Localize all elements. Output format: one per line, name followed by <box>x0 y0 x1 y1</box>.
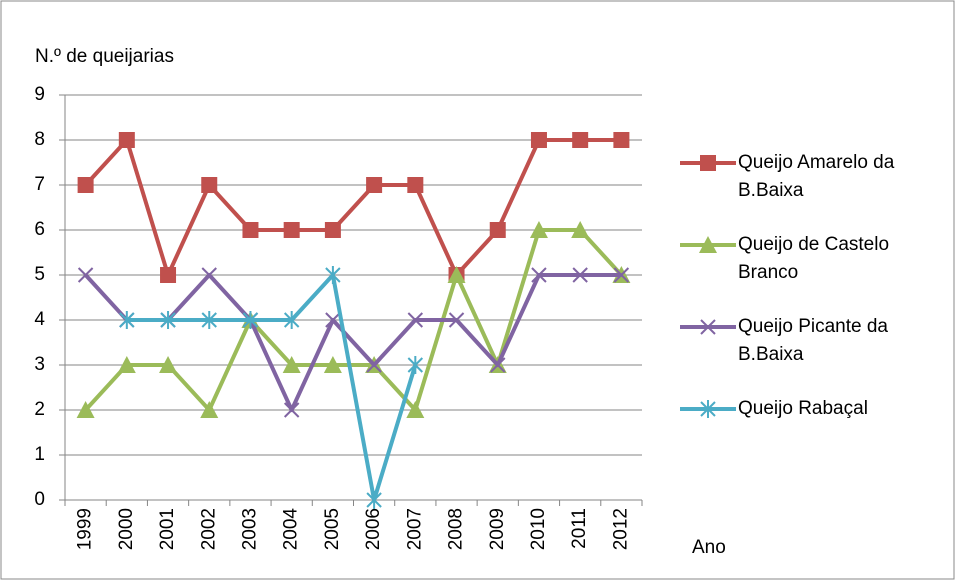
y-tick-label: 9 <box>34 84 45 105</box>
marker <box>201 267 217 283</box>
x-tick-label: 1999 <box>75 508 96 550</box>
marker <box>242 311 259 329</box>
x-tick-label: 2009 <box>487 508 508 550</box>
marker <box>76 401 95 418</box>
series-line <box>84 273 622 412</box>
marker <box>700 319 716 335</box>
x-tick-label: 2011 <box>569 508 590 549</box>
marker <box>613 132 630 148</box>
marker <box>699 236 717 253</box>
x-tick-label: 2012 <box>610 508 631 550</box>
marker <box>407 312 424 328</box>
marker <box>366 357 382 373</box>
series-line <box>126 273 418 502</box>
marker <box>160 311 176 329</box>
chart-title: N.º de queijarias <box>35 46 174 67</box>
marker <box>283 402 300 418</box>
x-tick-label: 2007 <box>404 508 425 550</box>
marker <box>572 267 588 283</box>
marker <box>118 132 135 148</box>
x-tick-label: 2001 <box>157 508 178 550</box>
x-axis-label: Ano <box>692 537 726 558</box>
marker <box>283 311 300 329</box>
x-tick-label: 2006 <box>363 508 384 550</box>
y-tick-label: 4 <box>34 309 45 330</box>
marker <box>407 356 424 374</box>
marker <box>119 311 135 329</box>
marker <box>117 356 136 373</box>
marker <box>448 312 465 328</box>
legend-label: Queijo de Castelo Branco <box>738 234 890 283</box>
marker <box>366 491 382 509</box>
marker <box>325 266 341 284</box>
marker <box>201 177 218 193</box>
marker <box>324 222 341 238</box>
marker <box>447 266 466 283</box>
marker <box>700 155 716 171</box>
marker <box>323 356 342 373</box>
x-tick-label: 2002 <box>198 508 219 550</box>
y-tick-label: 7 <box>34 174 45 195</box>
marker <box>200 401 219 418</box>
x-tick-label: 2010 <box>528 508 549 550</box>
legend-label: Queijo Amarelo da B.Baixa <box>738 152 895 201</box>
marker <box>77 267 94 283</box>
marker <box>531 267 547 283</box>
marker <box>572 132 589 148</box>
y-tick-label: 8 <box>34 129 45 150</box>
marker <box>529 221 548 238</box>
y-tick-label: 5 <box>34 264 45 285</box>
x-tick-label: 2000 <box>116 508 137 550</box>
legend-label: Queijo Picante da B.Baixa <box>738 316 888 365</box>
y-tick-label: 1 <box>34 444 45 465</box>
marker <box>571 221 590 238</box>
marker <box>530 132 547 148</box>
marker <box>201 311 217 329</box>
marker <box>366 177 383 193</box>
marker <box>489 222 506 238</box>
x-tick-label: 2004 <box>281 508 302 551</box>
marker <box>406 401 425 418</box>
y-tick-label: 0 <box>34 489 45 510</box>
legend-label: Queijo Rabaçal <box>738 398 868 419</box>
marker <box>490 357 506 373</box>
marker <box>77 177 94 193</box>
y-tick-label: 3 <box>34 354 45 375</box>
x-tick-label: 2005 <box>322 508 343 550</box>
marker <box>283 222 300 238</box>
marker <box>159 356 178 373</box>
marker <box>407 177 424 193</box>
marker <box>242 222 259 238</box>
x-tick-label: 2008 <box>446 508 467 550</box>
marker <box>700 400 716 418</box>
y-tick-label: 2 <box>34 399 45 420</box>
x-tick-label: 2003 <box>239 508 260 550</box>
marker <box>160 267 177 283</box>
y-tick-label: 6 <box>34 219 45 240</box>
series-line <box>84 138 622 277</box>
marker <box>613 267 630 283</box>
marker <box>282 356 301 373</box>
marker <box>325 312 341 328</box>
